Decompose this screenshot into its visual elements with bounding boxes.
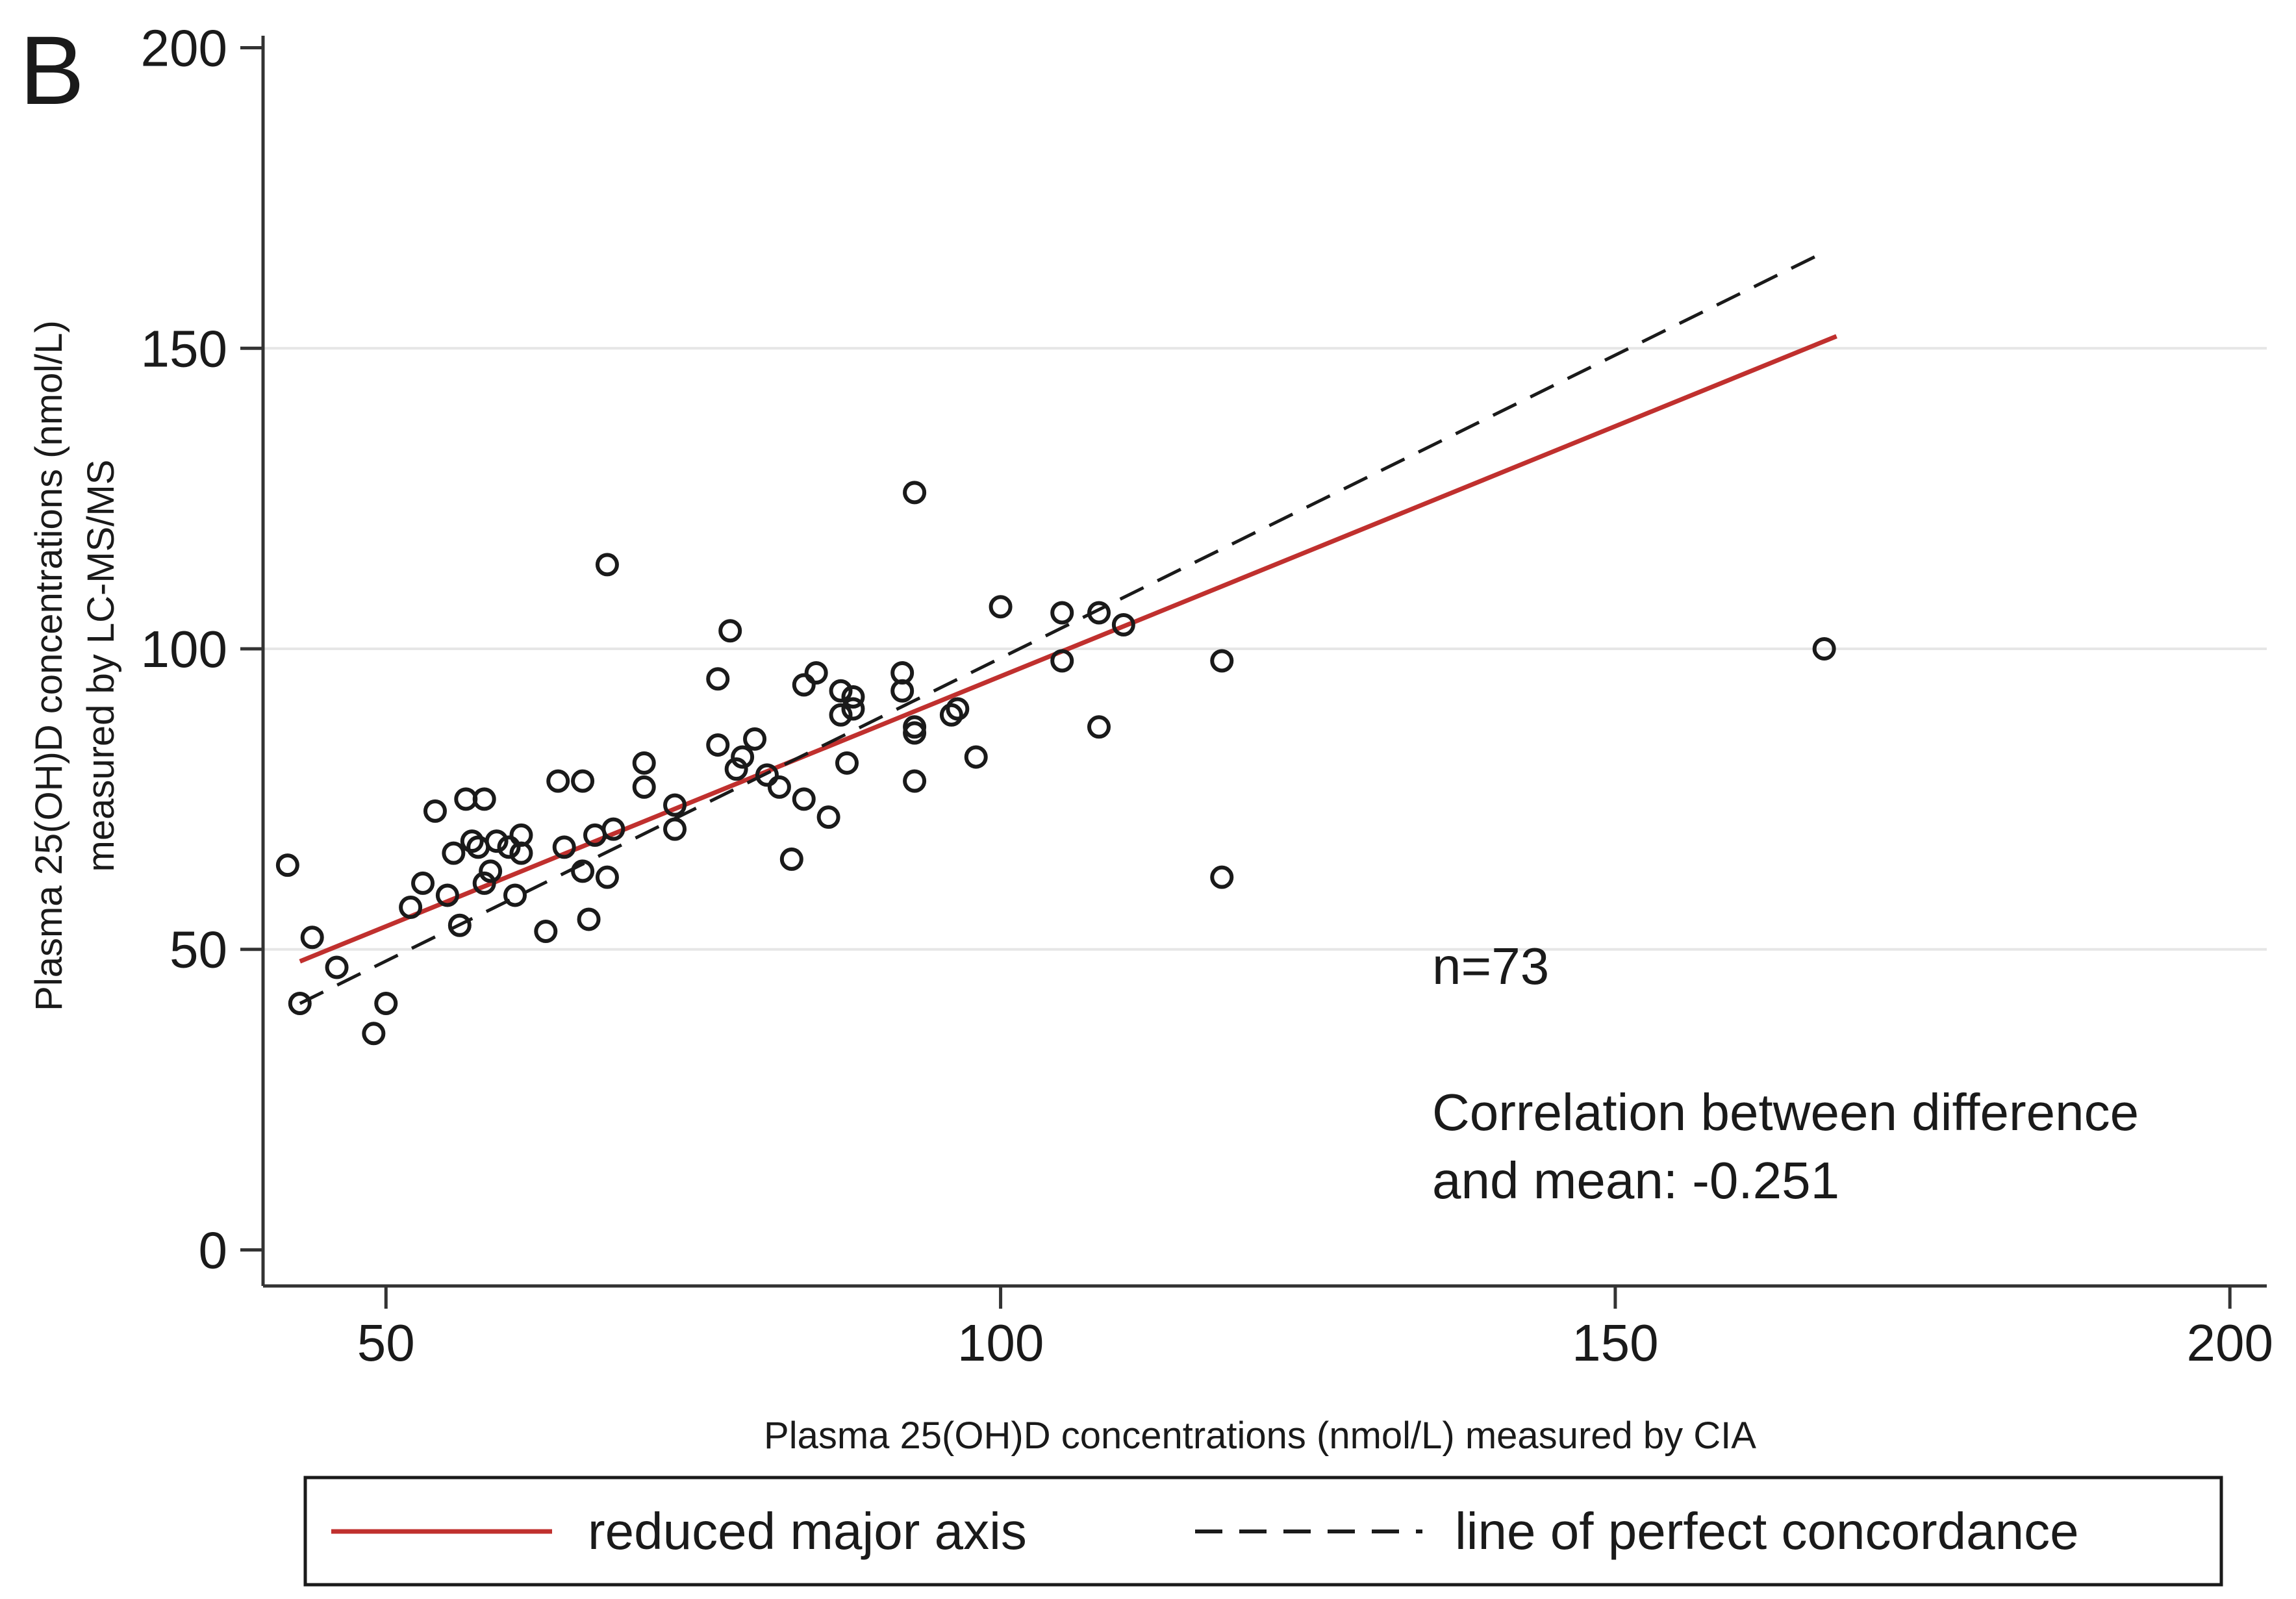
data-point <box>1111 612 1135 636</box>
data-point <box>946 697 970 721</box>
data-point <box>448 913 472 937</box>
y-axis-title-line-1: Plasma 25(OH)D concentrations (nmol/L) <box>28 320 70 1011</box>
data-point <box>1050 649 1074 673</box>
data-point <box>779 847 803 871</box>
x-axis-title: Plasma 25(OH)D concentrations (nmol/L) m… <box>764 1415 1756 1457</box>
data-point <box>663 793 687 817</box>
data-point <box>509 823 533 847</box>
data-point <box>989 595 1013 619</box>
data-point <box>792 673 816 697</box>
data-point <box>829 679 853 703</box>
data-point <box>423 799 447 823</box>
data-point <box>571 769 595 793</box>
data-point <box>767 775 791 799</box>
data-point <box>816 805 840 829</box>
correlation-annotation-line-1: Correlation between difference <box>1432 1083 2139 1141</box>
data-point <box>577 907 601 931</box>
sample-size-annotation: n=73 <box>1432 937 1549 995</box>
legend-label-perfect-concordance: line of perfect concordance <box>1455 1502 2079 1560</box>
data-point <box>903 481 927 505</box>
data-point <box>829 703 853 727</box>
data-point <box>399 895 423 919</box>
perfect-concordance-line <box>299 250 1825 1005</box>
y-tick-label-100: 100 <box>141 620 227 678</box>
data-point <box>663 817 687 841</box>
data-point <box>890 679 915 703</box>
data-point <box>718 619 742 643</box>
data-point <box>442 841 466 865</box>
data-point <box>835 751 859 775</box>
y-tick-label-50: 50 <box>170 921 227 979</box>
data-point <box>743 727 767 751</box>
data-point <box>411 871 435 895</box>
data-point <box>1087 601 1111 625</box>
data-point <box>804 661 828 685</box>
data-point <box>362 1022 386 1046</box>
y-axis-title: Plasma 25(OH)D concentrations (nmol/L) m… <box>28 320 122 1011</box>
data-point <box>1210 649 1234 673</box>
data-point <box>534 919 558 943</box>
data-point <box>595 553 619 577</box>
y-tick-label-150: 150 <box>141 320 227 377</box>
data-point <box>275 853 299 877</box>
y-tick-label-200: 200 <box>141 19 227 77</box>
correlation-annotation-line-2: and mean: -0.251 <box>1432 1152 1839 1209</box>
data-point <box>503 883 527 907</box>
data-point <box>841 697 865 721</box>
data-point <box>939 703 963 727</box>
data-point <box>374 992 398 1016</box>
legend: reduced major axis line of perfect conco… <box>303 1476 2223 1587</box>
data-point <box>1812 636 1836 661</box>
data-point <box>472 871 496 895</box>
data-point <box>706 667 730 691</box>
data-point <box>497 835 521 859</box>
reduced-major-axis-line <box>299 334 1837 964</box>
x-tick-label-50: 50 <box>357 1314 415 1372</box>
data-point <box>792 787 816 811</box>
y-axis-title-line-2: measured by LC-MS/MS <box>80 460 122 872</box>
data-point <box>632 775 656 799</box>
data-point <box>300 925 324 950</box>
data-point <box>479 859 503 883</box>
data-point <box>903 769 927 793</box>
x-tick-label-150: 150 <box>1572 1314 1658 1372</box>
data-point <box>485 829 509 853</box>
data-point <box>325 955 349 979</box>
data-point <box>595 865 619 889</box>
axis-layer: 0 50 100 150 200 50 100 150 200 <box>141 19 2273 1372</box>
series-layer <box>299 250 1837 1005</box>
legend-label-reduced-major-axis: reduced major axis <box>588 1502 1027 1560</box>
data-point <box>601 817 625 841</box>
data-point <box>903 715 927 739</box>
data-point <box>552 835 576 859</box>
data-point <box>632 751 656 775</box>
y-tick-label-0: 0 <box>199 1221 228 1279</box>
data-point <box>288 992 312 1016</box>
x-tick-label-100: 100 <box>957 1314 1044 1372</box>
panel-label: B <box>19 16 84 125</box>
data-point <box>706 733 730 757</box>
data-point <box>472 787 496 811</box>
data-point <box>1210 865 1234 889</box>
data-point <box>546 769 570 793</box>
x-tick-label-200: 200 <box>2186 1314 2273 1372</box>
data-point <box>964 745 988 769</box>
data-point <box>1050 601 1074 625</box>
data-point <box>724 757 748 781</box>
data-point <box>1087 715 1111 739</box>
data-point <box>841 685 865 709</box>
data-point <box>435 883 459 907</box>
grid-layer <box>263 347 2267 951</box>
data-point <box>571 859 595 883</box>
data-point <box>731 745 755 769</box>
points-layer <box>275 481 1836 1046</box>
data-point <box>460 829 484 853</box>
data-point <box>755 763 779 787</box>
